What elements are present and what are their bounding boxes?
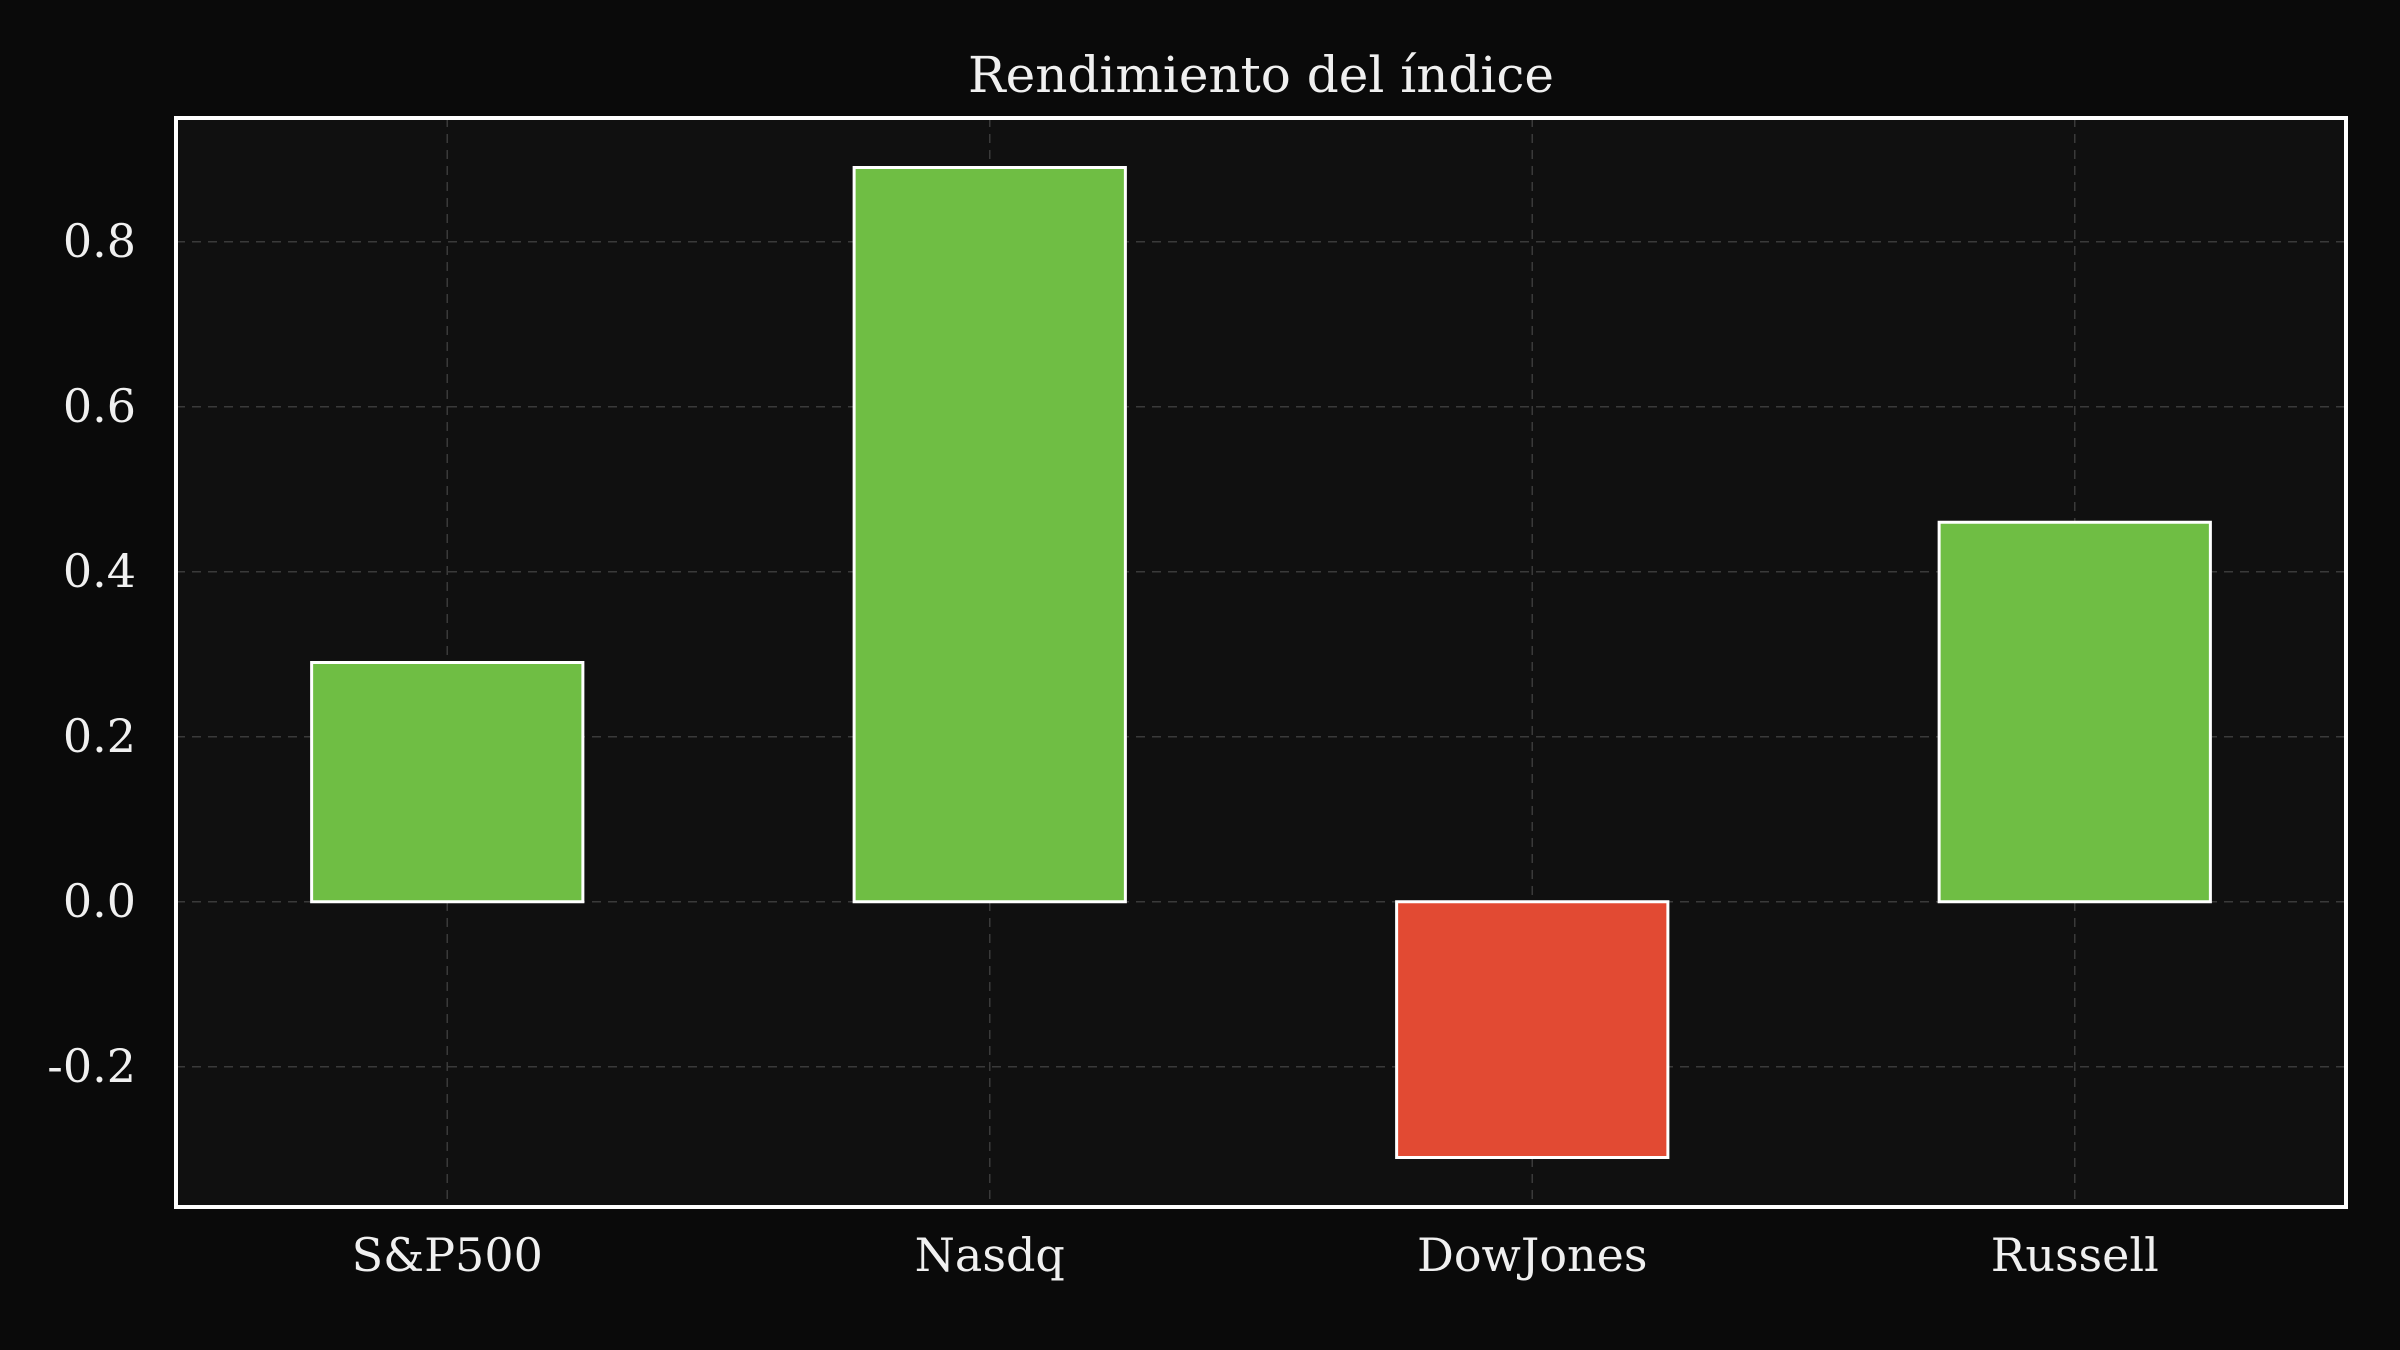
y-tick-label: 0.8	[63, 214, 136, 268]
y-tick-label: 0.0	[63, 874, 136, 928]
x-tick-label: DowJones	[1417, 1228, 1648, 1282]
y-tick-label: 0.2	[63, 709, 136, 763]
chart-title: Rendimiento del índice	[968, 46, 1554, 104]
y-tick-label: 0.4	[63, 544, 136, 598]
bar-s-p500	[310, 661, 585, 904]
x-tick-label: Nasdq	[915, 1228, 1065, 1282]
y-axis-ticks: -0.2 0.0 0.2 0.4 0.6 0.8	[47, 214, 136, 1093]
bars	[310, 166, 2212, 1159]
x-tick-label: S&P500	[352, 1228, 543, 1282]
x-axis-ticks: S&P500 Nasdq DowJones Russell	[352, 1228, 2159, 1282]
x-tick-label: Russell	[1991, 1228, 2159, 1282]
y-tick-label: -0.2	[47, 1039, 136, 1093]
bar-nasdq	[852, 166, 1127, 904]
bar-russell	[1937, 520, 2212, 904]
y-tick-label: 0.6	[63, 379, 136, 433]
plot-frame	[174, 116, 2348, 1209]
bar-dowjones	[1395, 900, 1670, 1159]
